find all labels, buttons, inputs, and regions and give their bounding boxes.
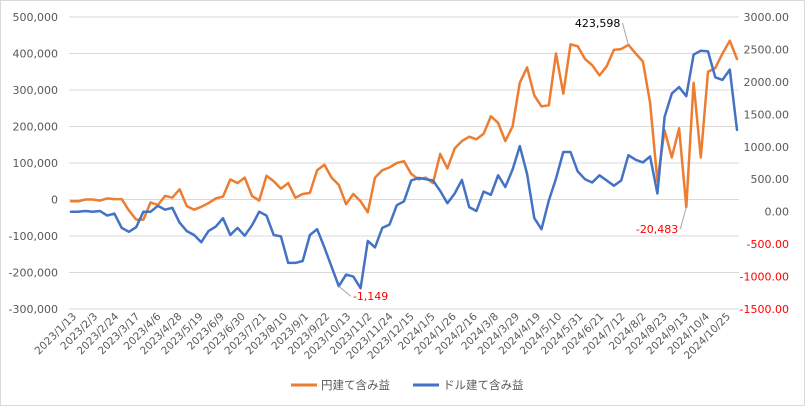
left-tick-label: 200,000 [13, 121, 59, 134]
series-line-usd [69, 49, 739, 290]
left-tick-label: 500,000 [13, 11, 59, 24]
right-tick-label: 2500.00 [744, 43, 790, 56]
legend-label: 円建て含み益 [321, 378, 390, 392]
right-tick-label: 3000.00 [744, 11, 790, 24]
series-line-jpy [69, 39, 739, 221]
right-tick-label: 0.00 [765, 206, 790, 219]
right-tick-label: 2000.00 [744, 76, 790, 89]
left-tick-label: 300,000 [13, 84, 59, 97]
right-tick-label: 500.00 [751, 173, 790, 186]
right-tick-label: 1500.00 [744, 108, 790, 121]
left-tick-label: -300,000 [9, 303, 58, 316]
right-y-axis: 3000.00 2500.00 2000.00 1500.00 1000.00 500.0… [740, 11, 789, 316]
annotation-label: -20,483 [636, 223, 678, 236]
annotation-leader [621, 22, 629, 46]
legend-label: ドル建て含み益 [443, 378, 524, 392]
annotation-leader [679, 206, 687, 230]
left-tick-label: -200,000 [9, 267, 58, 280]
left-tick-label: 100,000 [13, 157, 59, 170]
left-tick-label: 400,000 [13, 48, 59, 61]
legend: 円建て含み益 ドル建て含み益 [291, 378, 524, 392]
series-lines [69, 39, 739, 290]
annotation-leader [338, 285, 352, 297]
left-tick-label: -100,000 [9, 230, 58, 243]
annotation-label: -1,149 [353, 290, 388, 303]
left-tick-label: 0 [51, 194, 58, 207]
left-y-axis: 500,000 400,000 300,000 200,000 100,000 0 -100… [9, 11, 58, 316]
annotation-label: 423,598 [575, 17, 621, 30]
data-annotations: 423,598 -20,483 -1,149 [338, 17, 687, 303]
right-tick-label: 1000.00 [744, 141, 790, 154]
x-axis: 2023/1/132023/2/32023/2/242023/3/172023/… [33, 310, 734, 362]
right-tick-label: -1500.00 [740, 303, 789, 316]
right-tick-label: -500.00 [747, 238, 789, 251]
right-tick-label: -1000.00 [740, 271, 789, 284]
